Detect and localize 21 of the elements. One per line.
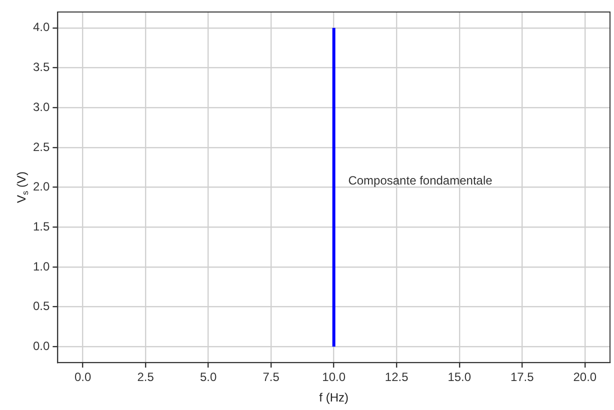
y-axis-title: Vs (V): [14, 172, 30, 204]
x-tick-label: 2.5: [137, 370, 154, 384]
y-tick-label: 3.5: [32, 60, 50, 74]
y-tick-label: 1.5: [32, 219, 50, 234]
x-tick-label: 17.5: [510, 370, 534, 384]
y-tick-label: 3.0: [32, 100, 50, 114]
y-tick-label: 2.0: [32, 180, 50, 194]
x-tick-label: 0.0: [74, 370, 92, 384]
y-tick-label: 2.5: [32, 140, 50, 154]
x-tick-label: 5.0: [200, 370, 217, 384]
x-tick-label: 15.0: [448, 370, 472, 384]
x-tick-label: 10.0: [322, 370, 346, 384]
annotation: Composante fondamentale: [348, 173, 493, 188]
y-tick-label: 1.0: [32, 259, 50, 274]
y-tick-label: 4.0: [32, 20, 50, 34]
y-tick-label: 0.5: [32, 299, 50, 314]
x-tick-label: 7.5: [262, 370, 280, 384]
y-tick-label: 0.0: [32, 338, 50, 353]
x-tick-label: 20.0: [573, 370, 597, 384]
x-axis-title: f (Hz): [319, 390, 349, 404]
x-tick-label: 12.5: [384, 370, 409, 384]
